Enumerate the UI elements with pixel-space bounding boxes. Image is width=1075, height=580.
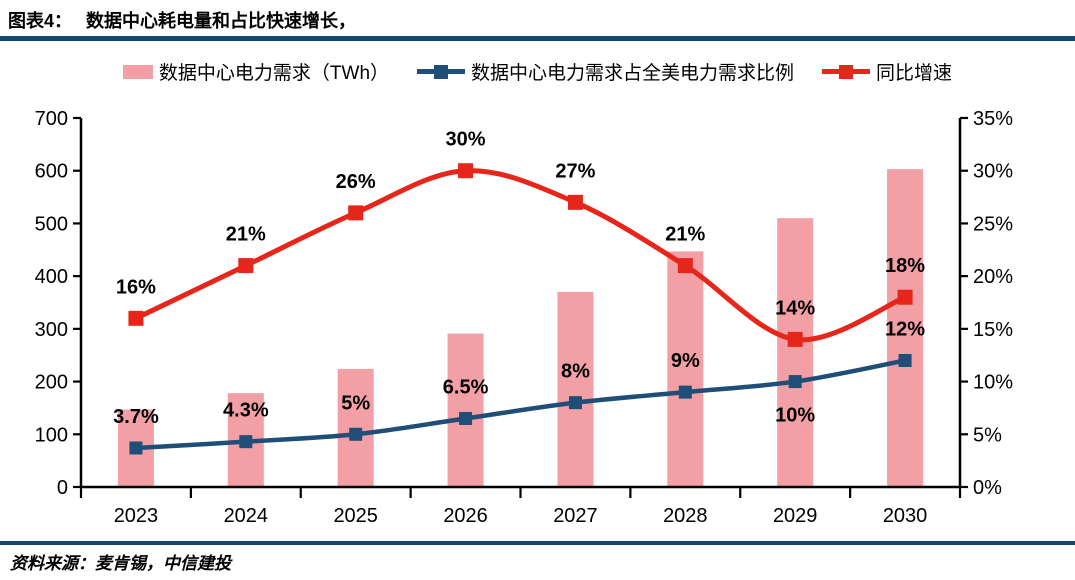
bar-2030 [887, 169, 924, 487]
x-axis-year-label: 2026 [443, 505, 488, 527]
share-marker-2025 [349, 427, 363, 441]
left-axis-tick-label: 500 [35, 213, 68, 235]
left-axis-tick-label: 300 [35, 319, 68, 341]
bar-2026 [447, 333, 484, 487]
legend-label-share: 数据中心电力需求占全美电力需求比例 [471, 63, 795, 84]
growth-marker-2026 [458, 163, 474, 179]
bar-2027 [557, 291, 594, 487]
right-axis-tick-label: 25% [973, 213, 1013, 235]
share-value-label: 10% [775, 405, 815, 427]
line-square-swatch-icon [822, 64, 871, 79]
bar-2029 [777, 218, 814, 487]
right-axis-tick-label: 0% [973, 477, 1002, 499]
x-axis-year-label: 2023 [114, 505, 159, 527]
chart-legend: 数据中心电力需求（TWh） 数据中心电力需求占全美电力需求比例 同比增速 [0, 58, 1075, 85]
share-marker-2026 [459, 411, 473, 425]
growth-marker-2028 [677, 258, 693, 274]
share-value-label: 4.3% [223, 400, 269, 422]
x-axis-year-label: 2027 [553, 505, 598, 527]
growth-value-label: 26% [336, 171, 376, 193]
growth-marker-2024 [238, 258, 254, 274]
left-axis-tick-label: 0 [57, 477, 68, 499]
figure-number-label: 图表4： [8, 11, 73, 31]
x-axis-year-label: 2024 [224, 505, 269, 527]
growth-value-label: 18% [885, 255, 925, 277]
legend-item-power-demand: 数据中心电力需求（TWh） [122, 58, 390, 85]
share-marker-2029 [788, 375, 802, 389]
line-square-swatch-icon [417, 64, 466, 79]
share-value-label: 9% [671, 350, 700, 372]
right-axis-tick-label: 10% [973, 372, 1013, 394]
share-value-label: 12% [885, 318, 925, 340]
share-marker-2030 [898, 353, 912, 367]
bar-swatch-icon [122, 64, 153, 79]
right-axis-tick-label: 20% [973, 266, 1013, 288]
share-marker-2023 [129, 441, 143, 455]
bar-2028 [667, 251, 704, 487]
share-line [135, 358, 906, 451]
source-note: 资料来源：麦肯锡，中信建投 [10, 554, 231, 573]
share-marker-2024 [239, 435, 253, 449]
share-marker-2028 [678, 385, 692, 399]
right-axis-tick-label: 35% [973, 108, 1013, 130]
share-value-label: 5% [341, 392, 370, 414]
share-value-label: 8% [561, 361, 590, 383]
x-axis-year-label: 2030 [883, 505, 928, 527]
x-axis-year-label: 2025 [333, 505, 378, 527]
header-divider-line [0, 36, 1075, 41]
growth-value-label: 27% [555, 160, 595, 182]
left-axis-tick-label: 200 [35, 372, 68, 394]
growth-value-label: 21% [226, 224, 266, 246]
figure-title-text: 数据中心耗电量和占比快速增长， [86, 11, 357, 31]
growth-marker-2029 [787, 331, 803, 347]
left-axis-tick-label: 700 [35, 108, 68, 130]
share-value-label: 6.5% [443, 376, 489, 398]
growth-value-label: 14% [775, 297, 815, 319]
share-value-label: 3.7% [113, 406, 159, 428]
x-axis-year-label: 2029 [773, 505, 818, 527]
growth-marker-2023 [128, 310, 144, 326]
growth-marker-2027 [567, 194, 583, 210]
right-axis-tick-label: 5% [973, 424, 1002, 446]
legend-item-share: 数据中心电力需求占全美电力需求比例 [417, 58, 794, 85]
legend-label-growth: 同比增速 [876, 63, 953, 84]
right-axis-tick-label: 30% [973, 161, 1013, 183]
growth-line [134, 168, 907, 343]
left-axis-tick-label: 600 [35, 161, 68, 183]
left-axis-tick-label: 400 [35, 266, 68, 288]
footer-divider-line [0, 541, 1075, 545]
x-axis-year-label: 2028 [663, 505, 708, 527]
figure-title: 图表4： 数据中心耗电量和占比快速增长， [8, 7, 356, 33]
growth-marker-2030 [897, 289, 913, 305]
share-marker-2027 [568, 396, 582, 410]
growth-value-label: 21% [665, 224, 705, 246]
growth-value-label: 16% [116, 276, 156, 298]
growth-marker-2025 [348, 205, 364, 221]
left-axis-tick-label: 100 [35, 424, 68, 446]
legend-label-power-demand: 数据中心电力需求（TWh） [158, 63, 390, 84]
right-axis-tick-label: 15% [973, 319, 1013, 341]
growth-value-label: 30% [446, 129, 486, 151]
legend-item-growth: 同比增速 [822, 58, 952, 85]
